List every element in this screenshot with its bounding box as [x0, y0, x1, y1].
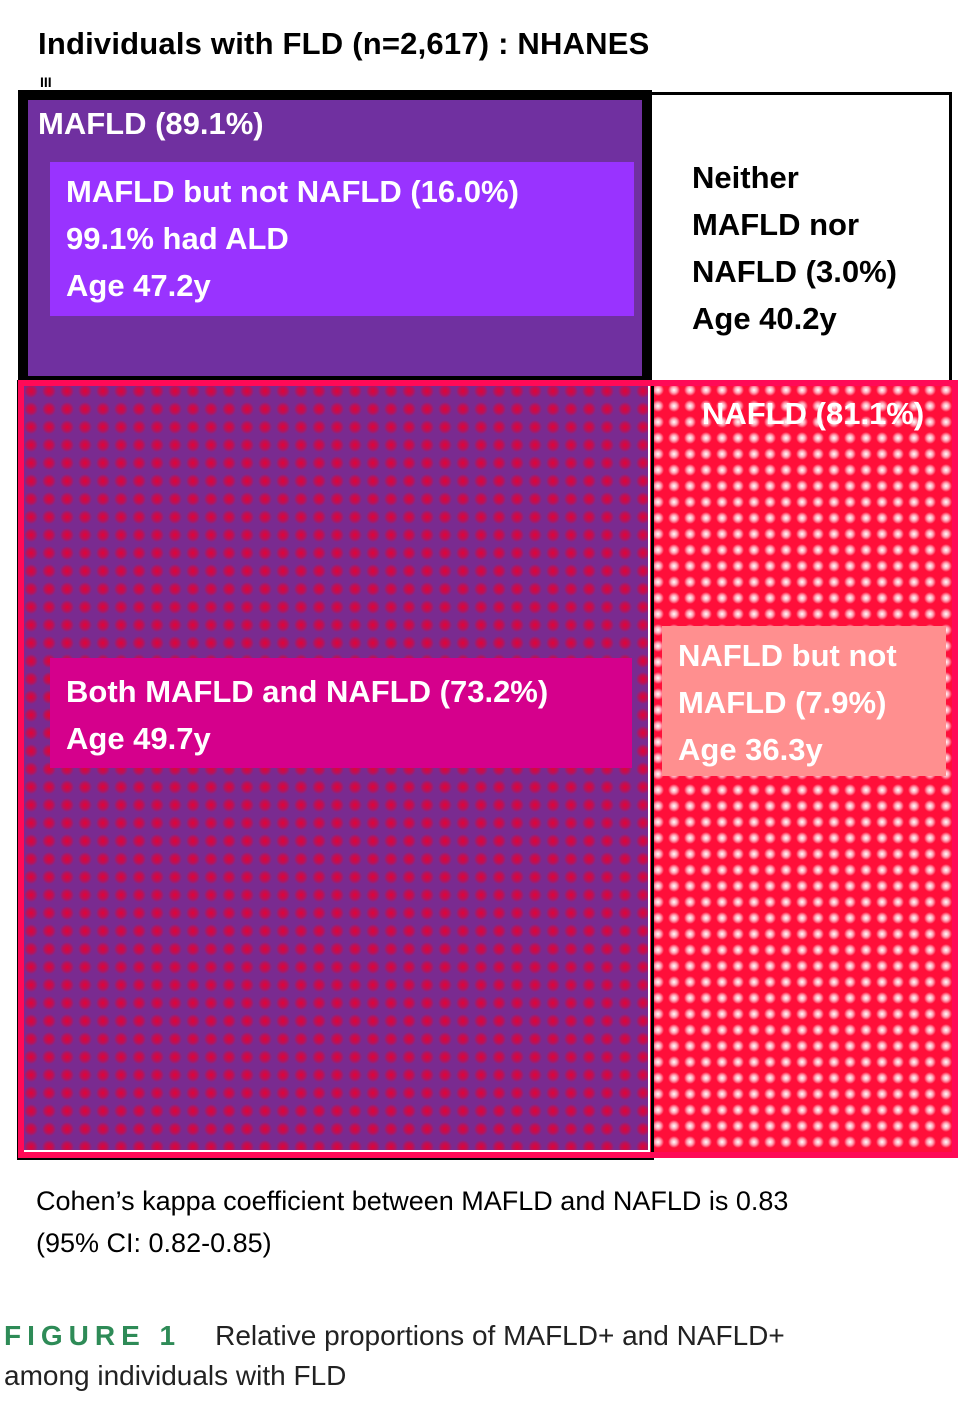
- title-mark: III: [40, 74, 52, 90]
- kappa-line-1: Cohen’s kappa coefficient between MAFLD …: [36, 1186, 789, 1216]
- caption-line-1: FIGURE 1 Relative proportions of MAFLD+ a…: [4, 1316, 785, 1356]
- mafld-only-label: MAFLD but not NAFLD (16.0%) 99.1% had AL…: [66, 168, 519, 309]
- mafld-only-line-3: Age 47.2y: [66, 268, 211, 303]
- both-label: Both MAFLD and NAFLD (73.2%) Age 49.7y: [66, 668, 548, 762]
- mafld-only-line-2: 99.1% had ALD: [66, 221, 289, 256]
- nafld-only-line-3: Age 36.3y: [678, 732, 823, 767]
- figure-number: FIGURE 1: [4, 1320, 182, 1351]
- mafld-only-line-1: MAFLD but not NAFLD (16.0%): [66, 174, 519, 209]
- both-box: [50, 658, 632, 768]
- mafld-only-box: [50, 162, 634, 316]
- figure-caption: FIGURE 1 Relative proportions of MAFLD+ a…: [4, 1316, 785, 1396]
- nafld-region: [18, 380, 958, 1158]
- neither-region: [640, 92, 952, 384]
- neither-line-1: Neither: [692, 160, 799, 195]
- caption-text-1: Relative proportions of MAFLD+ and NAFLD…: [215, 1320, 785, 1351]
- nafld-only-label: NAFLD but not MAFLD (7.9%) Age 36.3y: [678, 632, 897, 773]
- nafld-only-box: [662, 626, 946, 776]
- mafld-label: MAFLD (89.1%): [38, 106, 264, 141]
- nafld-label: NAFLD (81.1%): [702, 396, 925, 431]
- caption-line-2: among individuals with FLD: [4, 1360, 347, 1391]
- neither-line-3: NAFLD (3.0%): [692, 254, 897, 289]
- nafld-only-line-1: NAFLD but not: [678, 638, 897, 673]
- kappa-line-2: (95% CI: 0.82-0.85): [36, 1228, 272, 1258]
- diagram-title: Individuals with FLD (n=2,617) : NHANES: [38, 26, 650, 61]
- nafld-only-line-2: MAFLD (7.9%): [678, 685, 887, 720]
- neither-label: Neither MAFLD nor NAFLD (3.0%) Age 40.2y: [692, 154, 897, 342]
- neither-line-4: Age 40.2y: [692, 301, 837, 336]
- both-line-1: Both MAFLD and NAFLD (73.2%): [66, 674, 549, 709]
- kappa-note: Cohen’s kappa coefficient between MAFLD …: [36, 1180, 788, 1264]
- both-line-2: Age 49.7y: [66, 721, 211, 756]
- neither-line-2: MAFLD nor: [692, 207, 860, 242]
